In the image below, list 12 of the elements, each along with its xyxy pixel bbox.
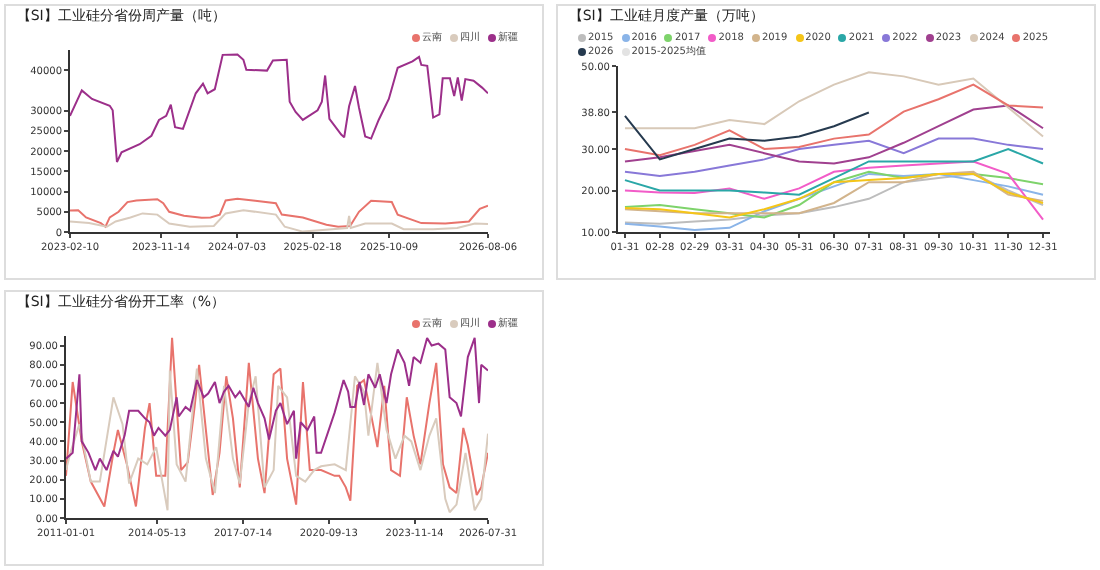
- line-series: [66, 336, 488, 508]
- line-series: [70, 53, 488, 164]
- line-series: [623, 137, 1045, 177]
- line-series: [623, 104, 1045, 165]
- line-series: [66, 361, 488, 514]
- line-series: [623, 111, 870, 161]
- line-series: [623, 148, 1045, 196]
- line-series: [66, 336, 488, 472]
- line-series: [623, 160, 1045, 221]
- line-series: [70, 197, 488, 228]
- line-series: [623, 71, 1045, 138]
- line-series: [623, 83, 1045, 157]
